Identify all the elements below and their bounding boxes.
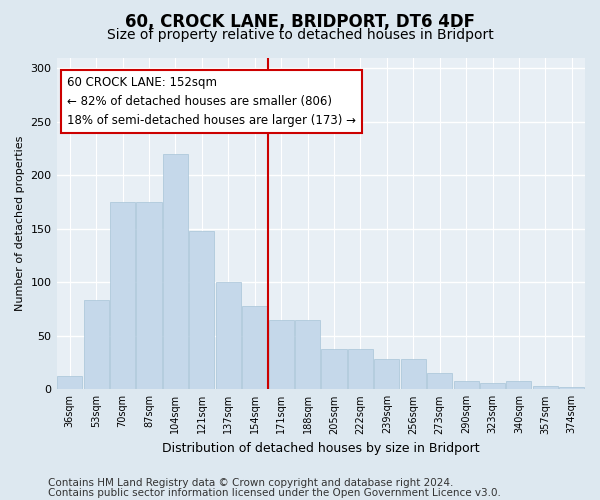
Bar [110, 202, 135, 390]
Text: 60, CROCK LANE, BRIDPORT, DT6 4DF: 60, CROCK LANE, BRIDPORT, DT6 4DF [125, 12, 475, 30]
Bar [480, 383, 505, 390]
Bar [533, 386, 558, 390]
Bar [163, 154, 188, 390]
Bar [322, 348, 347, 390]
Y-axis label: Number of detached properties: Number of detached properties [15, 136, 25, 311]
Bar [190, 231, 214, 390]
Bar [506, 380, 532, 390]
Bar [427, 374, 452, 390]
Bar [454, 380, 479, 390]
Bar [559, 387, 584, 390]
X-axis label: Distribution of detached houses by size in Bridport: Distribution of detached houses by size … [162, 442, 479, 455]
Text: Contains HM Land Registry data © Crown copyright and database right 2024.: Contains HM Land Registry data © Crown c… [48, 478, 454, 488]
Text: 60 CROCK LANE: 152sqm
← 82% of detached houses are smaller (806)
18% of semi-det: 60 CROCK LANE: 152sqm ← 82% of detached … [67, 76, 356, 126]
Bar [216, 282, 241, 390]
Bar [136, 202, 161, 390]
Bar [83, 300, 109, 390]
Bar [295, 320, 320, 390]
Text: Size of property relative to detached houses in Bridport: Size of property relative to detached ho… [107, 28, 493, 42]
Bar [242, 306, 267, 390]
Bar [269, 320, 293, 390]
Bar [348, 348, 373, 390]
Bar [401, 360, 426, 390]
Text: Contains public sector information licensed under the Open Government Licence v3: Contains public sector information licen… [48, 488, 501, 498]
Bar [57, 376, 82, 390]
Bar [374, 360, 400, 390]
